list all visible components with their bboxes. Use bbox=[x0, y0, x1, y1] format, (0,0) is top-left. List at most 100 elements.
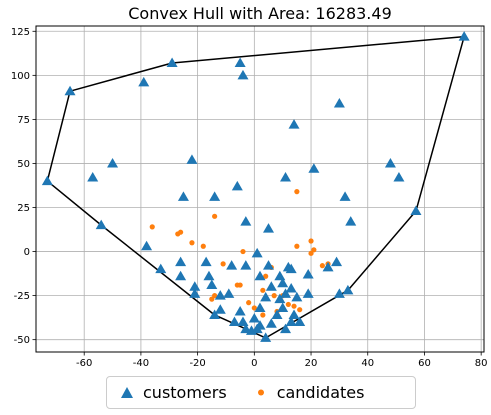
x-tick-label: 0 bbox=[251, 358, 257, 369]
customer-point bbox=[251, 247, 263, 258]
customer-point bbox=[226, 260, 238, 270]
customer-point bbox=[280, 323, 292, 334]
customer-point bbox=[231, 180, 243, 191]
customer-point bbox=[240, 260, 252, 270]
customer-point bbox=[166, 57, 178, 68]
customer-point bbox=[254, 270, 266, 281]
customer-point bbox=[302, 268, 314, 279]
customer-point bbox=[265, 318, 277, 328]
customer-point bbox=[274, 293, 286, 304]
customer-point bbox=[209, 309, 221, 319]
customer-point bbox=[274, 270, 286, 281]
customer-point bbox=[345, 216, 357, 226]
candidate-point bbox=[220, 261, 226, 267]
customer-point bbox=[251, 323, 263, 334]
x-tick-label: 60 bbox=[418, 358, 431, 369]
customer-point bbox=[95, 219, 107, 230]
customer-point bbox=[333, 98, 345, 108]
customer-point bbox=[410, 205, 422, 216]
candidate-point bbox=[285, 301, 291, 308]
customer-point bbox=[263, 223, 275, 233]
customer-point bbox=[234, 305, 246, 316]
y-tick-label: 0 bbox=[24, 247, 30, 258]
chart-title: Convex Hull with Area: 16283.49 bbox=[128, 4, 392, 23]
circle-marker-icon bbox=[257, 389, 264, 396]
customer-point bbox=[214, 290, 226, 300]
y-tick-label: -50 bbox=[14, 335, 30, 346]
customer-point bbox=[240, 216, 252, 226]
candidate-point bbox=[212, 213, 218, 219]
y-tick-label: 100 bbox=[11, 71, 30, 82]
candidate-point bbox=[294, 243, 300, 249]
customer-point bbox=[291, 291, 303, 302]
customer-point bbox=[41, 175, 53, 186]
customer-point bbox=[138, 76, 150, 87]
candidate-point bbox=[294, 189, 300, 195]
y-tick-label: 50 bbox=[17, 159, 30, 170]
convex-hull bbox=[46, 35, 465, 339]
y-tick-label: 25 bbox=[17, 203, 30, 214]
legend-label-customers: customers bbox=[143, 383, 227, 402]
customer-point bbox=[228, 316, 240, 327]
triangle-marker-icon bbox=[121, 387, 133, 398]
customer-point bbox=[285, 316, 297, 327]
candidate-point bbox=[212, 293, 218, 299]
customer-point bbox=[333, 288, 345, 298]
customer-point bbox=[248, 313, 260, 323]
customer-point bbox=[107, 157, 119, 168]
y-tick-label: 75 bbox=[17, 115, 30, 126]
legend-entry-candidates: candidates bbox=[255, 383, 365, 402]
customer-point bbox=[87, 172, 99, 182]
customer-point bbox=[288, 309, 300, 319]
candidate-point bbox=[200, 243, 206, 249]
customer-point bbox=[214, 304, 226, 314]
customer-point bbox=[189, 281, 201, 291]
candidate-point bbox=[237, 282, 243, 288]
customer-point bbox=[175, 270, 187, 281]
customer-point bbox=[308, 163, 320, 173]
x-axis: -60 -40 -20 0 20 40 60 80 bbox=[76, 352, 488, 369]
customer-point bbox=[260, 291, 272, 302]
customer-point bbox=[294, 316, 306, 327]
customer-point bbox=[384, 157, 396, 168]
customer-point bbox=[209, 191, 221, 201]
x-tick-label: 20 bbox=[305, 358, 318, 369]
customer-point bbox=[189, 288, 201, 298]
x-tick-label: -40 bbox=[133, 358, 149, 369]
grid bbox=[36, 26, 484, 352]
candidate-point bbox=[149, 224, 155, 230]
candidate-point bbox=[260, 287, 266, 293]
customer-point bbox=[271, 309, 283, 319]
customer-point bbox=[280, 172, 292, 182]
x-tick-label: -60 bbox=[76, 358, 92, 369]
customer-point bbox=[342, 284, 354, 295]
customer-point bbox=[280, 288, 292, 298]
customer-point bbox=[322, 261, 334, 272]
customer-point bbox=[234, 57, 246, 68]
customer-point bbox=[339, 191, 351, 201]
x-tick-label: -20 bbox=[189, 358, 205, 369]
y-tick-label: -25 bbox=[14, 291, 30, 302]
legend-label-candidates: candidates bbox=[276, 383, 365, 402]
y-tick-label: 125 bbox=[11, 27, 30, 38]
customer-point bbox=[263, 260, 275, 270]
customer-point bbox=[302, 288, 314, 298]
y-axis: -50 -25 0 25 50 75 100 125 bbox=[11, 27, 36, 346]
candidate-point bbox=[308, 250, 314, 256]
candidate-point bbox=[311, 247, 317, 253]
customer-point bbox=[254, 302, 266, 312]
candidate-point bbox=[308, 238, 314, 244]
plot-frame bbox=[35, 25, 485, 353]
customer-point bbox=[177, 191, 189, 201]
customers-series bbox=[41, 31, 470, 342]
candidate-point bbox=[319, 263, 325, 269]
candidate-point bbox=[189, 240, 195, 246]
customer-point bbox=[240, 323, 252, 334]
customer-point bbox=[288, 119, 300, 129]
candidate-point bbox=[251, 305, 257, 311]
candidate-point bbox=[240, 248, 246, 255]
customer-point bbox=[237, 69, 249, 80]
customer-point bbox=[175, 256, 187, 267]
legend-entry-customers: customers bbox=[121, 383, 227, 402]
